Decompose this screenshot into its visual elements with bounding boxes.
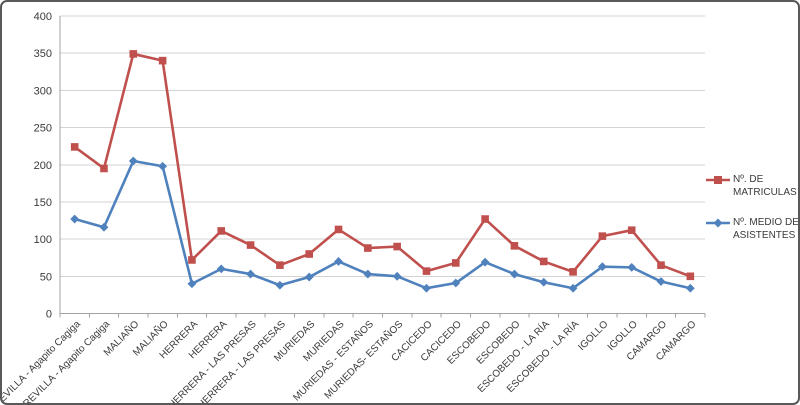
data-point-square[interactable] <box>217 227 226 235</box>
data-point-square[interactable] <box>598 232 607 240</box>
data-point-diamond[interactable] <box>158 161 168 171</box>
data-point-diamond[interactable] <box>392 271 402 281</box>
data-point-square[interactable] <box>627 226 636 234</box>
data-point-diamond[interactable] <box>480 257 490 267</box>
data-point-diamond[interactable] <box>216 264 226 274</box>
data-point-diamond[interactable] <box>70 214 80 224</box>
data-point-diamond[interactable] <box>510 269 519 279</box>
data-point-diamond[interactable] <box>627 262 637 272</box>
data-point-square[interactable] <box>158 56 167 65</box>
data-point-diamond[interactable] <box>539 277 549 287</box>
data-point-diamond[interactable] <box>363 269 373 279</box>
data-point-diamond[interactable] <box>597 262 607 272</box>
legend-item-asistentes[interactable]: Nº. MEDIO DE ASISTENTES <box>706 216 799 242</box>
y-tick-label: 100 <box>34 234 52 246</box>
y-tick-label: 350 <box>34 48 52 60</box>
y-tick-label: 0 <box>46 309 52 321</box>
data-point-diamond[interactable] <box>246 269 255 279</box>
data-point-square[interactable] <box>481 215 489 223</box>
data-point-diamond[interactable] <box>568 283 578 293</box>
data-point-diamond[interactable] <box>451 278 461 288</box>
data-point-diamond[interactable] <box>334 257 343 266</box>
data-point-square[interactable] <box>451 259 460 267</box>
data-point-diamond[interactable] <box>128 156 138 166</box>
data-point-diamond[interactable] <box>275 280 285 290</box>
data-point-square[interactable] <box>246 241 255 249</box>
legend-item-matriculas[interactable]: Nº. DE MATRICULAS <box>706 173 798 199</box>
data-point-square[interactable] <box>364 244 372 252</box>
data-point-square[interactable] <box>70 143 79 151</box>
legend: Nº. DE MATRICULAS Nº. MEDIO DE ASISTENTE… <box>706 173 799 242</box>
y-tick-label: 300 <box>34 85 52 97</box>
y-tick-label: 250 <box>34 123 52 135</box>
data-point-square[interactable] <box>539 257 548 266</box>
data-point-diamond[interactable] <box>187 279 197 289</box>
y-tick-label: 400 <box>34 11 52 23</box>
legend-label-matriculas: Nº. DE MATRICULAS <box>733 174 797 198</box>
data-point-square[interactable] <box>422 267 431 275</box>
y-tick-label: 200 <box>34 160 52 172</box>
legend-diamond-marker-icon <box>706 218 730 228</box>
data-point-diamond[interactable] <box>304 272 314 282</box>
data-point-diamond[interactable] <box>685 283 695 293</box>
data-point-square[interactable] <box>393 242 401 251</box>
data-point-square[interactable] <box>188 256 196 264</box>
series-line-diamond <box>74 159 691 290</box>
data-point-square[interactable] <box>510 242 519 250</box>
data-point-diamond[interactable] <box>656 277 666 286</box>
data-point-square[interactable] <box>129 50 138 58</box>
data-point-square[interactable] <box>334 225 343 234</box>
x-category-label: IGOLLO <box>576 319 610 353</box>
data-point-square[interactable] <box>686 272 695 281</box>
legend-square-marker-icon <box>706 176 730 184</box>
legend-label-asistentes: Nº. MEDIO DE ASISTENTES <box>733 217 799 241</box>
data-point-square[interactable] <box>569 268 577 276</box>
data-point-square[interactable] <box>305 250 314 258</box>
data-point-square[interactable] <box>657 261 665 269</box>
data-point-square[interactable] <box>276 261 284 269</box>
data-point-square[interactable] <box>100 164 108 173</box>
data-point-diamond[interactable] <box>422 283 431 293</box>
series-line-square <box>73 52 691 278</box>
y-tick-label: 150 <box>34 197 52 209</box>
y-tick-label: 50 <box>40 271 52 283</box>
data-point-diamond[interactable] <box>99 222 109 232</box>
